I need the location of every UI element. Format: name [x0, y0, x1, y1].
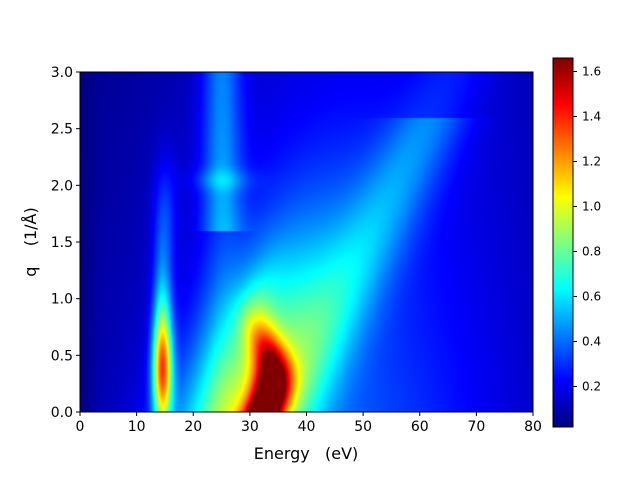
x-tick-label: 80: [524, 419, 542, 435]
x-tick-label: 60: [411, 419, 429, 435]
y-tick-label: 1.5: [51, 235, 73, 251]
colorbar-tick-label: 0.2: [582, 380, 601, 394]
y-tick-label: 0.0: [51, 405, 73, 421]
y-axis-label: q (1/Å): [21, 207, 40, 277]
colorbar-gradient-container: [553, 58, 573, 427]
colorbar-tick-label: 0.4: [582, 335, 601, 349]
colorbar-tick-label: 1.0: [582, 200, 601, 214]
colorbar-tick-label: 1.4: [582, 110, 601, 124]
y-tick-label: 0.5: [51, 348, 73, 364]
x-tick-label: 40: [298, 419, 316, 435]
colorbar-canvas: [553, 58, 573, 427]
x-tick-label: 30: [241, 419, 259, 435]
y-axis: 0.0 0.5 1.0 1.5 2.0 2.5 3.0: [51, 65, 80, 421]
y-tick-label: 2.0: [51, 178, 73, 194]
y-tick-label: 2.5: [51, 122, 73, 138]
y-tick-label: 3.0: [51, 65, 73, 81]
x-axis-label: Energy (eV): [254, 444, 359, 463]
x-tick-label: 20: [184, 419, 202, 435]
x-tick-label: 70: [467, 419, 485, 435]
colorbar-tick-label: 1.6: [582, 65, 601, 79]
heatmap-canvas: [80, 72, 533, 412]
colorbar-tick-label: 1.2: [582, 155, 601, 169]
heatmap-image-container: [80, 72, 533, 412]
colorbar: 0.2 0.4 0.6 0.8 1.0 1.2 1.4 1.6: [552, 57, 601, 428]
colorbar-tick-label: 0.8: [582, 245, 601, 259]
x-tick-label: 10: [128, 419, 146, 435]
colorbar-axis: 0.2 0.4 0.6 0.8 1.0 1.2 1.4 1.6: [573, 65, 601, 394]
colorbar-tick-label: 0.6: [582, 290, 601, 304]
colorbar-frame: [552, 57, 574, 428]
x-tick-label: 50: [354, 419, 372, 435]
x-axis: 0 10 20 30 40 50 60 70 80: [76, 412, 542, 435]
x-tick-label: 0: [76, 419, 85, 435]
heatmap-plot-area: [79, 71, 534, 413]
y-tick-label: 1.0: [51, 292, 73, 308]
